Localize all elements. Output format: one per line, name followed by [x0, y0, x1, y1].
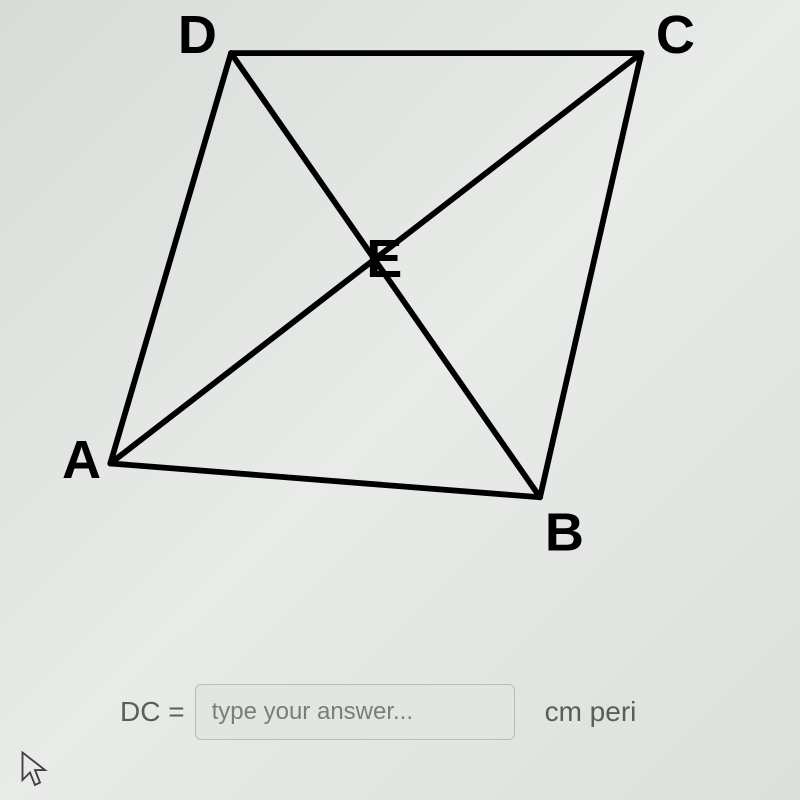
diagram-container: A B C D E	[0, 0, 800, 560]
vertex-label-D: D	[178, 5, 217, 65]
vertex-label-C: C	[656, 5, 695, 65]
vertex-label-A: A	[62, 430, 101, 490]
vertex-label-B: B	[545, 502, 584, 560]
cursor-icon	[20, 750, 50, 790]
dc-label: DC =	[120, 696, 185, 728]
edge-DA	[110, 53, 231, 463]
edge-AB	[110, 463, 540, 497]
answer-input[interactable]	[195, 684, 515, 740]
rhombus-diagram: A B C D E	[0, 0, 800, 560]
unit-suffix: cm peri	[545, 696, 637, 728]
vertex-label-E: E	[366, 229, 402, 289]
answer-row: DC = cm peri	[120, 684, 636, 740]
